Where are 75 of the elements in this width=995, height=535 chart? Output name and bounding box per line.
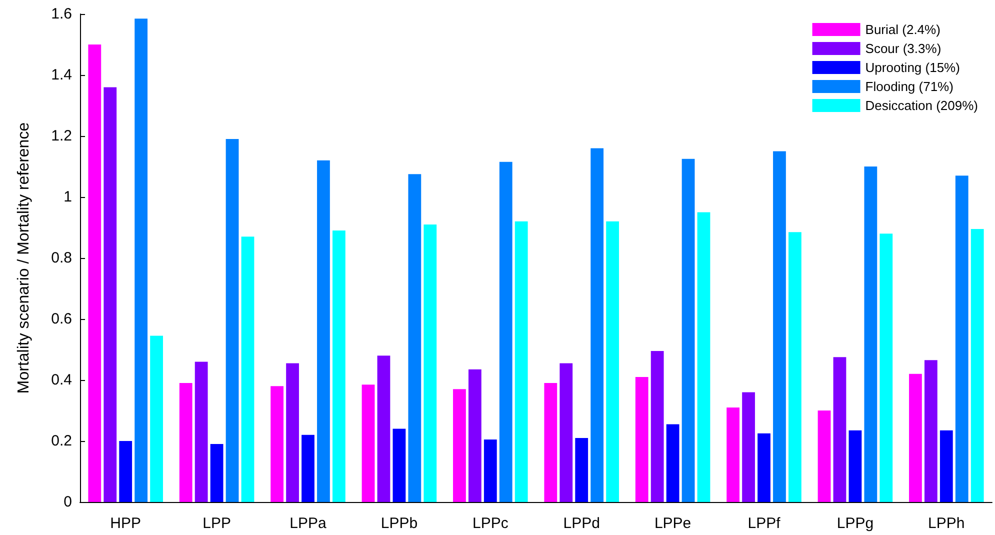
- bar: [408, 174, 422, 502]
- y-tick-label: 0.2: [51, 432, 72, 450]
- y-tick-label: 0.4: [51, 372, 72, 388]
- x-tick-label: LPPa: [290, 515, 327, 532]
- y-tick-label: 0.6: [51, 310, 72, 328]
- bar: [302, 434, 314, 502]
- legend-label: Uprooting (15%): [865, 60, 960, 75]
- bar: [590, 148, 604, 502]
- bar: [970, 229, 984, 502]
- bar: [666, 424, 680, 502]
- bar: [635, 376, 648, 502]
- bar: [453, 389, 466, 502]
- bar: [848, 430, 862, 502]
- y-tick-label: 1: [64, 188, 72, 206]
- bar: [424, 224, 437, 502]
- bar: [940, 430, 953, 502]
- bar: [682, 158, 695, 502]
- bar: [210, 444, 224, 502]
- bar: [104, 87, 117, 502]
- bar: [194, 362, 208, 502]
- bar: [726, 407, 740, 502]
- bar: [226, 139, 239, 502]
- x-tick-label: LPPd: [563, 515, 600, 532]
- bar: [880, 234, 893, 502]
- x-tick-label: LPPg: [836, 515, 874, 532]
- x-tick-label: LPPc: [472, 515, 509, 532]
- bar: [468, 369, 482, 502]
- y-axis-title: Mortality scenario / Mortality reference: [16, 122, 32, 394]
- x-tick-label: LPPh: [928, 515, 965, 532]
- bar: [544, 383, 558, 502]
- bar: [377, 356, 390, 502]
- legend-label: Scour (3.3%): [865, 41, 942, 56]
- bar: [270, 386, 284, 502]
- bar: [484, 439, 497, 502]
- y-tick-label: 0.8: [51, 250, 72, 266]
- legend-label: Desiccation (209%): [865, 98, 978, 113]
- x-tick-label: LPPf: [748, 515, 782, 532]
- bar: [150, 336, 163, 502]
- bar: [332, 230, 346, 502]
- bar: [773, 151, 786, 502]
- x-tick-label: LPPb: [380, 515, 418, 532]
- bar: [317, 160, 330, 502]
- bar: [134, 18, 148, 502]
- bar: [499, 162, 512, 502]
- y-tick-label: 0: [64, 494, 72, 510]
- bar: [742, 392, 755, 502]
- bar: [286, 363, 299, 502]
- bar: [818, 410, 831, 502]
- bar: [788, 232, 802, 502]
- bar: [909, 374, 922, 502]
- x-tick-label: LPP: [202, 515, 231, 532]
- x-tick-label: HPP: [110, 515, 142, 532]
- bar: [88, 44, 102, 502]
- bar: [392, 428, 406, 502]
- bar: [241, 236, 254, 502]
- y-tick-label: 1.4: [51, 66, 72, 84]
- y-tick-label: 1.2: [51, 128, 72, 144]
- bar: [514, 221, 528, 502]
- bar: [560, 363, 573, 502]
- bar: [955, 176, 968, 502]
- legend-label: Burial (2.4%): [865, 22, 940, 37]
- bar: [606, 221, 619, 502]
- bar: [650, 351, 664, 502]
- bar: [179, 383, 192, 502]
- bar: [575, 438, 588, 502]
- bar: [362, 384, 375, 502]
- bar: [833, 357, 846, 502]
- legend-label: Flooding (71%): [865, 79, 954, 94]
- bar: [924, 360, 938, 502]
- y-tick-label: 1.6: [51, 6, 72, 22]
- bar: [697, 212, 710, 502]
- bar: [119, 441, 132, 502]
- x-tick-label: LPPe: [654, 515, 692, 532]
- bar: [758, 433, 770, 502]
- bar: [864, 166, 878, 502]
